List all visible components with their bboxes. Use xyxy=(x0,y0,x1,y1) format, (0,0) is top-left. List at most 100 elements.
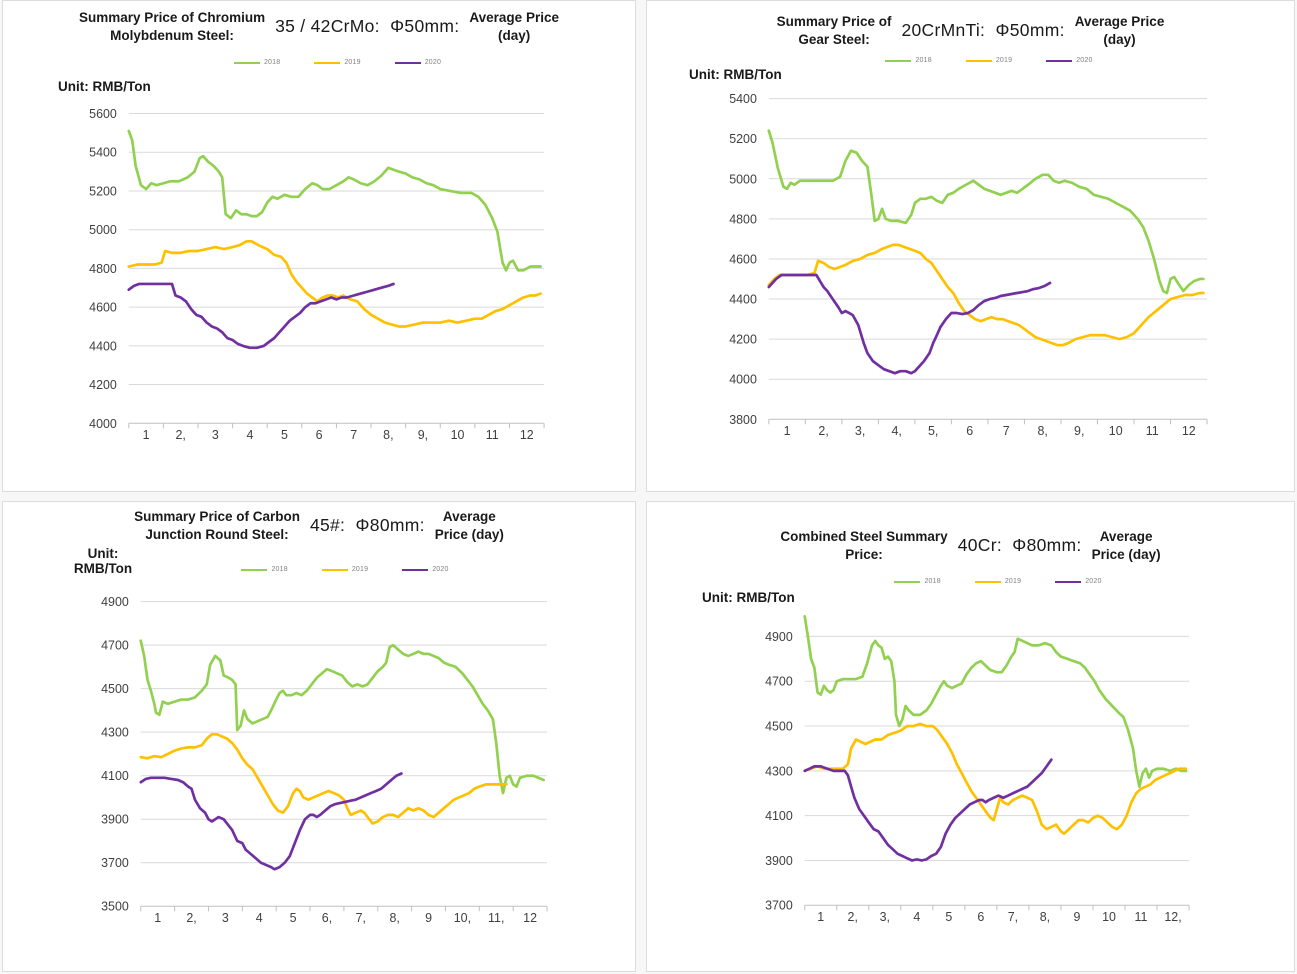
x-axis-tick-label: 9, xyxy=(1074,424,1084,438)
y-axis-tick-label: 5400 xyxy=(729,92,757,106)
y-axis-tick-label: 3700 xyxy=(101,856,129,870)
y-axis-tick-label: 4600 xyxy=(89,301,117,315)
x-axis-tick-label: 7, xyxy=(356,911,366,925)
x-axis-tick-label: 1 xyxy=(784,424,791,438)
y-axis-tick-label: 5200 xyxy=(729,132,757,146)
y-axis-tick-label: 5200 xyxy=(89,184,117,198)
y-axis-tick-label: 4600 xyxy=(729,252,757,266)
x-axis-tick-label: 8, xyxy=(1038,424,1048,438)
series-line-2019 xyxy=(803,722,1188,835)
x-axis-tick-label: 7, xyxy=(1008,910,1018,924)
x-axis-tick-label: 7 xyxy=(1003,424,1010,438)
x-axis-tick-label: 10 xyxy=(1102,910,1116,924)
y-axis-tick-label: 3900 xyxy=(101,813,129,827)
x-axis-tick-label: 3 xyxy=(212,428,219,442)
x-axis-tick-label: 4, xyxy=(891,424,901,438)
y-axis-tick-label: 4000 xyxy=(729,373,757,387)
x-axis-tick-label: 11 xyxy=(1146,424,1159,438)
x-axis-tick-label: 2, xyxy=(818,424,828,438)
chart-panel-gear-steel: Summary Price of Gear Steel: 20CrMnTi: Φ… xyxy=(646,0,1295,492)
y-axis-tick-label: 5400 xyxy=(89,146,117,160)
y-axis-tick-label: 4800 xyxy=(89,262,117,276)
unit-label: Unit: RMB/Ton xyxy=(73,546,133,576)
x-axis-tick-label: 10 xyxy=(1109,424,1123,438)
unit-label: Unit: RMB/Ton xyxy=(58,79,151,94)
chart-panel-chromium-molybdenum: Summary Price of Chromium Molybdenum Ste… xyxy=(2,0,636,492)
y-axis-tick-label: 4900 xyxy=(101,595,129,609)
y-axis-tick-label: 5000 xyxy=(89,223,117,237)
y-axis-tick-label: 4100 xyxy=(101,769,129,783)
series-line-2018 xyxy=(803,614,1188,788)
y-axis-tick-label: 4100 xyxy=(765,809,793,823)
chart-panel-combined-steel: Combined Steel Summary Price: 40Cr: Φ80m… xyxy=(646,501,1295,972)
y-axis-tick-label: 4000 xyxy=(89,417,117,431)
y-axis-tick-label: 4500 xyxy=(101,682,129,696)
x-axis-tick-label: 9, xyxy=(418,428,428,442)
y-axis-tick-label: 4200 xyxy=(729,333,757,347)
series-line-2020 xyxy=(767,273,1052,375)
x-axis-tick-label: 6 xyxy=(966,424,973,438)
plot-area: 5400 5200 5000 4800 4600 4400 4200 4000 3800 1 2, 3… xyxy=(729,92,1208,438)
x-axis-tick-label: 4 xyxy=(256,911,263,925)
x-axis-tick-label: 5 xyxy=(281,428,288,442)
x-axis-tick-label: 1 xyxy=(143,428,150,442)
x-axis-tick-label: 4 xyxy=(913,910,920,924)
plot-area: 5600 5400 5200 5000 4800 4600 4400 4200 4000 1 2, 3… xyxy=(89,107,545,442)
series-line-2020 xyxy=(803,758,1053,862)
y-axis-tick-label: 4700 xyxy=(765,675,793,689)
x-axis-tick-label: 2, xyxy=(848,910,858,924)
x-axis-tick-label: 11 xyxy=(1135,910,1148,924)
y-axis-tick-label: 3800 xyxy=(729,413,757,427)
x-axis-tick-label: 5 xyxy=(290,911,297,925)
y-axis-tick-label: 4500 xyxy=(765,720,793,734)
x-axis-tick-label: 5 xyxy=(945,910,952,924)
y-axis-tick-label: 4300 xyxy=(765,764,793,778)
x-axis-tick-label: 12 xyxy=(1182,424,1196,438)
y-axis-tick-label: 4300 xyxy=(101,726,129,740)
x-axis-tick-label: 12 xyxy=(520,428,534,442)
x-axis-tick-label: 2, xyxy=(186,911,196,925)
x-axis-tick-label: 9 xyxy=(425,911,432,925)
y-axis-tick-label: 4900 xyxy=(765,630,793,644)
x-axis-tick-label: 9 xyxy=(1074,910,1081,924)
x-axis-tick-label: 10 xyxy=(451,428,465,442)
x-axis-tick-label: 3, xyxy=(855,424,865,438)
series-line-2019 xyxy=(127,239,542,328)
x-axis-tick-label: 3 xyxy=(222,911,229,925)
y-axis-tick-label: 3500 xyxy=(101,900,129,914)
series-line-2018 xyxy=(127,129,542,272)
y-axis-tick-label: 3900 xyxy=(765,854,793,868)
y-axis-tick-label: 4400 xyxy=(89,339,117,353)
x-axis-tick-label: 5, xyxy=(928,424,938,438)
x-axis-tick-label: 8, xyxy=(383,428,393,442)
x-axis-tick-label: 6, xyxy=(322,911,332,925)
x-axis-tick-label: 8, xyxy=(389,911,399,925)
x-axis-tick-label: 3, xyxy=(880,910,890,924)
x-axis-tick-label: 8, xyxy=(1040,910,1050,924)
x-axis-tick-label: 2, xyxy=(176,428,186,442)
y-axis-tick-label: 5000 xyxy=(729,172,757,186)
x-axis-tick-label: 7 xyxy=(350,428,357,442)
x-axis-tick-label: 12 xyxy=(523,911,537,925)
x-axis-tick-label: 12, xyxy=(1164,910,1181,924)
series-line-2018 xyxy=(767,129,1205,295)
series-line-2020 xyxy=(139,772,403,871)
chart-panel-carbon-round-steel: Summary Price of Carbon Junction Round S… xyxy=(2,501,636,972)
y-axis-tick-label: 4800 xyxy=(729,212,757,226)
x-axis-tick-label: 10, xyxy=(454,911,471,925)
x-axis-tick-label: 6 xyxy=(316,428,323,442)
y-axis-tick-label: 4200 xyxy=(89,378,117,392)
unit-label: Unit: RMB/Ton xyxy=(702,590,795,605)
y-axis-tick-label: 4400 xyxy=(729,293,757,307)
x-axis-tick-label: 11, xyxy=(488,911,504,925)
x-axis-tick-label: 4 xyxy=(246,428,253,442)
plot-area: 4900 4700 4500 4300 4100 3900 3700 3500 1 2, 3 4 5 6,… xyxy=(101,595,548,925)
x-axis-tick-label: 1 xyxy=(154,911,161,925)
series-line-2019 xyxy=(139,732,508,825)
unit-label: Unit: RMB/Ton xyxy=(689,67,782,82)
x-axis-tick-label: 1 xyxy=(817,910,824,924)
series-line-2019 xyxy=(767,243,1205,347)
x-axis-tick-label: 11 xyxy=(486,428,499,442)
